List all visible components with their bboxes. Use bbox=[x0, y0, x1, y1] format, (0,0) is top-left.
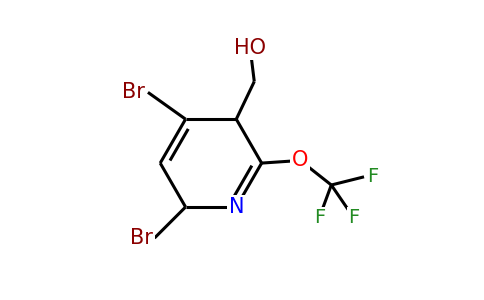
Text: Br: Br bbox=[122, 82, 145, 102]
Text: N: N bbox=[228, 197, 244, 217]
Text: Br: Br bbox=[130, 228, 153, 248]
Text: HO: HO bbox=[234, 38, 266, 58]
Text: O: O bbox=[292, 151, 308, 170]
Text: F: F bbox=[367, 167, 378, 186]
Text: F: F bbox=[348, 208, 360, 227]
Text: F: F bbox=[314, 208, 325, 227]
